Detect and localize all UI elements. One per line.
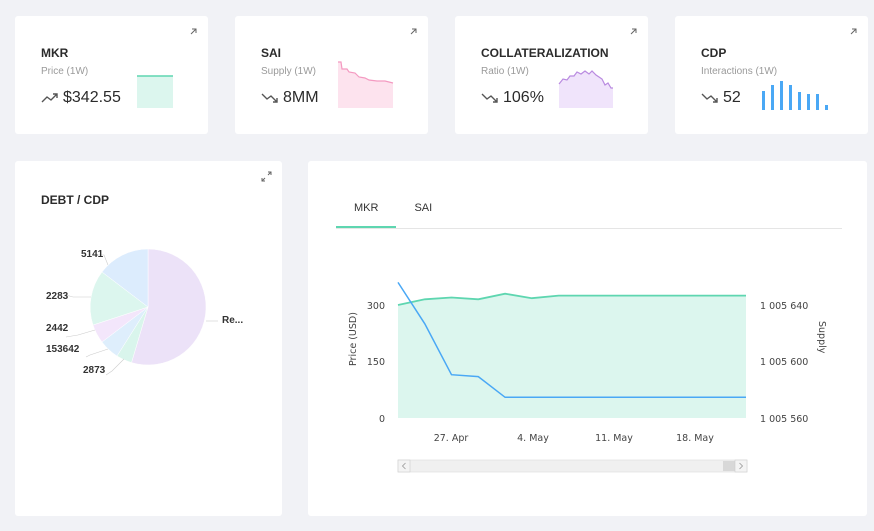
kpi-subtitle: Supply (1W): [261, 66, 317, 77]
expand-icon[interactable]: [189, 23, 198, 41]
x-axis-tick: 18. May: [676, 433, 714, 444]
pie-connector: [65, 294, 91, 298]
kpi-subtitle: Interactions (1W): [701, 66, 778, 77]
kpi-value-text: 106%: [503, 89, 544, 106]
kpi-value: 8MM: [261, 89, 319, 107]
right-axis-tick: 1 005 560: [760, 414, 808, 425]
kpi-value-text: 8MM: [283, 89, 319, 106]
kpi-value: 106%: [481, 89, 544, 107]
fullscreen-icon[interactable]: [261, 169, 272, 187]
kpi-value-text: 52: [723, 89, 741, 106]
supply-sparkline: [338, 61, 394, 108]
pie-connector: [96, 254, 109, 266]
price-supply-chart-card: MKR SAI 300 150 0 Price (USD) 1 005 640 …: [308, 161, 867, 516]
pie-label: 2873: [83, 365, 106, 376]
trend-up-icon: [41, 93, 58, 103]
right-axis-tick: 1 005 600: [760, 357, 808, 368]
left-axis-tick: 150: [367, 357, 385, 368]
x-axis-tick: 4. May: [517, 433, 549, 444]
price-sparkline: [137, 75, 173, 108]
pie-label: 2442: [46, 323, 69, 334]
spark-bar: [816, 94, 819, 110]
navigator-scrollbar[interactable]: [397, 459, 748, 473]
kpi-value-text: $342.55: [63, 89, 121, 106]
left-axis-tick: 300: [367, 301, 385, 312]
pie-connector: [85, 348, 109, 358]
kpi-title: MKR: [41, 46, 69, 60]
kpi-value: 52: [701, 89, 741, 107]
debt-pie-chart: [65, 248, 218, 376]
scroll-left-button: [397, 459, 411, 473]
expand-icon[interactable]: [409, 23, 418, 41]
spark-bar: [780, 81, 783, 110]
chart-tabs: MKR SAI: [336, 201, 450, 228]
x-axis-tick: 11. May: [595, 433, 633, 444]
kpi-title: COLLATERALIZATION: [481, 46, 609, 60]
spark-bar: [807, 94, 810, 110]
spark-bar: [789, 85, 792, 110]
kpi-title: SAI: [261, 46, 282, 60]
expand-icon[interactable]: [629, 23, 638, 41]
x-axis-tick: 27. Apr: [434, 433, 469, 444]
pie-label: Re...: [222, 315, 244, 326]
kpi-card-collateralization[interactable]: COLLATERALIZATION Ratio (1W) 106%: [455, 16, 648, 134]
spark-bar: [798, 92, 801, 110]
interactions-bar-sparkline: [762, 81, 828, 110]
trend-down-icon: [701, 93, 718, 103]
pie-title: DEBT / CDP: [41, 193, 110, 207]
trend-down-icon: [261, 93, 278, 103]
kpi-title: CDP: [701, 46, 727, 60]
pie-slice: [131, 248, 207, 366]
kpi-card-mkr[interactable]: MKR Price (1W) $342.55: [15, 16, 208, 134]
pie-connector: [65, 329, 96, 338]
kpi-value: $342.55: [41, 89, 121, 107]
kpi-subtitle: Price (1W): [41, 66, 89, 77]
kpi-card-cdp[interactable]: CDP Interactions (1W) 52: [675, 16, 868, 134]
sai-line: [397, 281, 746, 399]
tab-divider: [336, 228, 842, 229]
scroll-right-button: [734, 459, 748, 473]
right-axis-tick: 1 005 640: [760, 301, 808, 312]
pie-connector: [105, 358, 125, 376]
pie-slice: [89, 271, 149, 326]
mkr-line: [397, 292, 746, 306]
pie-slice: [101, 248, 149, 308]
right-axis-title: Supply: [816, 321, 827, 354]
ratio-sparkline: [558, 70, 613, 108]
spark-bar: [771, 85, 774, 110]
scroll-thumb: [723, 461, 735, 471]
spark-bar: [825, 105, 828, 110]
tab-mkr[interactable]: MKR: [336, 201, 397, 228]
pie-label: 2283: [46, 291, 69, 302]
debt-per-cdp-card: DEBT / CDP 5141 2283 2442 153642 2873 Re…: [15, 161, 282, 516]
left-axis-tick: 0: [379, 414, 385, 425]
left-axis-title: Price (USD): [348, 312, 359, 366]
expand-icon[interactable]: [849, 23, 858, 41]
mkr-area: [398, 293, 746, 418]
kpi-subtitle: Ratio (1W): [481, 66, 529, 77]
price-supply-chart: 300 150 0 Price (USD) 1 005 640 1 005 60…: [348, 281, 827, 473]
spark-bar: [762, 91, 765, 110]
kpi-card-sai[interactable]: SAI Supply (1W) 8MM: [235, 16, 428, 134]
trend-down-icon: [481, 93, 498, 103]
pie-label: 5141: [81, 249, 104, 260]
tab-sai[interactable]: SAI: [414, 202, 433, 214]
pie-label: 153642: [46, 344, 80, 355]
